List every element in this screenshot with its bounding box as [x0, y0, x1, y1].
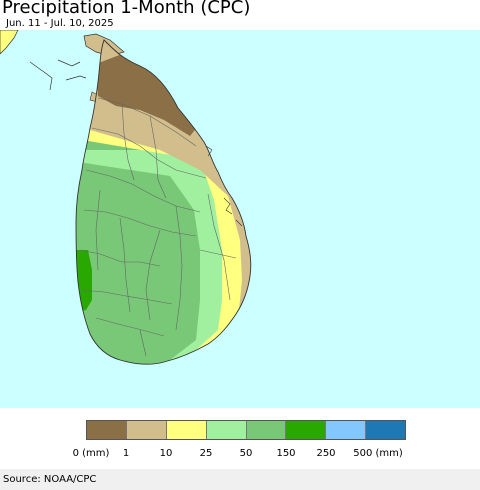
legend-label: 150 — [276, 448, 296, 459]
legend-label: 500 (mm) — [353, 448, 403, 459]
india-coast-fragment — [0, 30, 19, 55]
legend-swatch — [205, 421, 246, 439]
east-coast-lagoons — [205, 145, 243, 227]
legend-colorbar — [86, 420, 406, 440]
precipitation-map — [0, 30, 480, 408]
legend-label: 10 — [159, 448, 173, 459]
legend-label: 50 — [239, 448, 253, 459]
legend-swatch — [165, 421, 206, 439]
legend-swatch — [245, 421, 286, 439]
legend-label: 0 (mm) — [72, 448, 110, 459]
district-boundaries — [79, 97, 237, 357]
legend-swatch — [325, 421, 366, 439]
legend-swatch — [285, 421, 326, 439]
legend-swatch — [365, 421, 405, 439]
footer-bar: Source: NOAA/CPC — [0, 469, 480, 490]
legend-swatch — [87, 421, 126, 439]
map-title: Precipitation 1-Month (CPC) — [2, 0, 251, 18]
legend-label: 250 — [316, 448, 336, 459]
legend-labels: 0 (mm) 1 10 25 50 150 250 500 (mm) — [0, 448, 480, 462]
source-credit: Source: NOAA/CPC — [3, 474, 97, 485]
map-svg — [0, 30, 480, 408]
legend-swatch — [125, 421, 166, 439]
date-range: Jun. 11 - Jul. 10, 2025 — [6, 18, 114, 29]
northern-islets — [29, 59, 87, 91]
legend-label: 25 — [199, 448, 213, 459]
legend-label: 1 — [122, 448, 130, 459]
